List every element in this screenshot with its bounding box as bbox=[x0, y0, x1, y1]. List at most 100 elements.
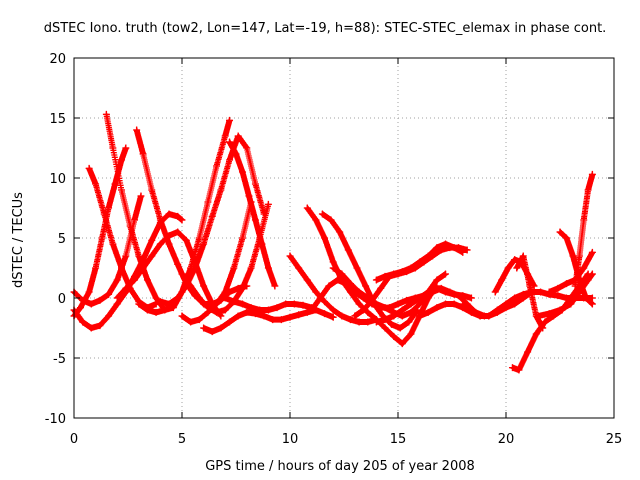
data-point bbox=[567, 300, 575, 308]
data-point bbox=[135, 252, 143, 260]
data-point bbox=[584, 186, 592, 194]
data-point bbox=[100, 210, 108, 218]
series-marker-trail bbox=[351, 244, 471, 319]
data-point bbox=[269, 316, 277, 324]
data-point bbox=[416, 312, 424, 320]
data-point bbox=[504, 264, 512, 272]
data-point bbox=[588, 270, 596, 278]
data-point bbox=[258, 240, 266, 248]
data-point bbox=[532, 330, 540, 338]
data-point bbox=[575, 288, 583, 296]
series-32 bbox=[545, 248, 596, 296]
data-point bbox=[221, 306, 229, 314]
data-point bbox=[588, 300, 596, 308]
data-point bbox=[148, 186, 156, 194]
data-point bbox=[351, 312, 359, 320]
data-point bbox=[459, 300, 467, 308]
data-point bbox=[394, 300, 402, 308]
data-point bbox=[424, 308, 432, 316]
data-point bbox=[118, 186, 126, 194]
data-point bbox=[245, 192, 253, 200]
data-point bbox=[156, 218, 164, 226]
data-point bbox=[230, 264, 238, 272]
series-16 bbox=[303, 204, 441, 348]
data-point bbox=[105, 312, 113, 320]
data-point bbox=[87, 300, 95, 308]
data-point bbox=[325, 282, 333, 290]
data-point bbox=[238, 300, 246, 308]
data-point bbox=[122, 252, 130, 260]
data-point bbox=[554, 284, 562, 292]
data-point bbox=[407, 330, 415, 338]
y-tick-label: 0 bbox=[58, 292, 66, 307]
data-point bbox=[403, 296, 411, 304]
data-point bbox=[513, 264, 521, 272]
data-point bbox=[534, 312, 542, 320]
data-point bbox=[139, 256, 147, 264]
data-point bbox=[312, 288, 320, 296]
data-point bbox=[182, 236, 190, 244]
data-point bbox=[556, 306, 564, 314]
data-point bbox=[139, 264, 147, 272]
data-point bbox=[381, 324, 389, 332]
data-point bbox=[98, 234, 106, 242]
series-13 bbox=[200, 306, 337, 336]
data-point bbox=[174, 228, 182, 236]
data-point bbox=[137, 192, 145, 200]
data-point bbox=[372, 300, 380, 308]
data-point bbox=[243, 144, 251, 152]
y-tick-label: 20 bbox=[49, 52, 66, 67]
y-tick-label: 15 bbox=[49, 112, 66, 127]
data-point bbox=[437, 284, 445, 292]
data-point bbox=[226, 156, 234, 164]
data-point bbox=[135, 300, 143, 308]
data-point bbox=[334, 276, 342, 284]
data-point bbox=[92, 264, 100, 272]
data-point bbox=[217, 186, 225, 194]
data-point bbox=[299, 301, 307, 309]
data-point bbox=[187, 282, 195, 290]
data-point bbox=[178, 216, 186, 224]
data-point bbox=[96, 322, 104, 330]
data-point bbox=[318, 210, 326, 218]
data-point bbox=[450, 244, 458, 252]
data-point bbox=[247, 304, 255, 312]
data-point bbox=[329, 306, 337, 314]
data-point bbox=[221, 294, 229, 302]
series-1 bbox=[70, 144, 130, 320]
data-point bbox=[398, 306, 406, 314]
data-point bbox=[491, 288, 499, 296]
data-point bbox=[329, 258, 337, 266]
data-point bbox=[295, 311, 303, 319]
data-point bbox=[109, 240, 117, 248]
data-point bbox=[243, 308, 251, 316]
data-point bbox=[133, 126, 141, 134]
data-point bbox=[582, 294, 590, 302]
data-point bbox=[571, 276, 579, 284]
data-point bbox=[372, 276, 380, 284]
data-point bbox=[381, 304, 389, 312]
data-point bbox=[113, 294, 121, 302]
data-point bbox=[511, 300, 519, 308]
data-point bbox=[390, 270, 398, 278]
data-point bbox=[511, 294, 519, 302]
data-point bbox=[459, 248, 467, 256]
data-point bbox=[234, 312, 242, 320]
data-point bbox=[485, 312, 493, 320]
series-marker-trail bbox=[71, 211, 185, 331]
data-point bbox=[213, 300, 221, 308]
data-point bbox=[346, 316, 354, 324]
data-point bbox=[562, 280, 570, 288]
data-point bbox=[85, 164, 93, 172]
data-point bbox=[213, 162, 221, 170]
x-tick-label: 5 bbox=[178, 432, 186, 447]
data-point bbox=[502, 300, 510, 308]
x-tick-label: 20 bbox=[498, 432, 515, 447]
data-point bbox=[130, 276, 138, 284]
data-point bbox=[588, 294, 596, 302]
data-point bbox=[442, 240, 450, 248]
data-point bbox=[256, 234, 264, 242]
data-point bbox=[519, 252, 527, 260]
data-point bbox=[156, 298, 164, 306]
x-axis-label: GPS time / hours of day 205 of year 2008 bbox=[205, 459, 475, 474]
